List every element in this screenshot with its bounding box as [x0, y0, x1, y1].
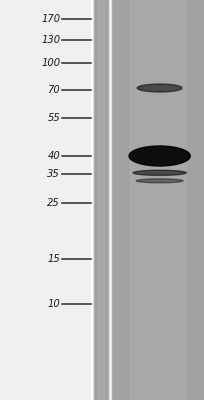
- Bar: [93, 0, 96, 400]
- Text: 35: 35: [47, 169, 60, 179]
- Text: 100: 100: [41, 58, 60, 68]
- Text: 15: 15: [47, 254, 60, 264]
- Ellipse shape: [136, 179, 183, 183]
- Bar: [111, 0, 128, 400]
- Ellipse shape: [133, 170, 186, 175]
- Text: 25: 25: [47, 198, 60, 208]
- Bar: [106, 0, 109, 400]
- Text: 170: 170: [41, 14, 60, 24]
- Ellipse shape: [137, 84, 182, 92]
- Bar: [91, 0, 93, 400]
- Bar: [93, 0, 109, 400]
- Text: 10: 10: [47, 299, 60, 309]
- Bar: [109, 0, 111, 400]
- Bar: [111, 0, 204, 400]
- Ellipse shape: [129, 146, 190, 166]
- Text: 40: 40: [47, 151, 60, 161]
- Text: 70: 70: [47, 85, 60, 95]
- Bar: [187, 0, 204, 400]
- Text: 130: 130: [41, 35, 60, 45]
- Text: 55: 55: [47, 114, 60, 124]
